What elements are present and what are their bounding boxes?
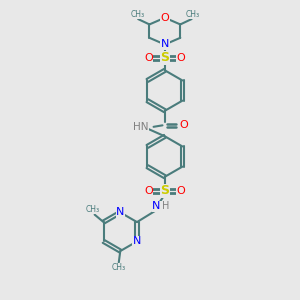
Text: CH₃: CH₃	[112, 263, 126, 272]
Text: O: O	[179, 120, 188, 130]
Text: O: O	[144, 53, 153, 63]
Text: S: S	[160, 51, 169, 64]
Text: CH₃: CH₃	[185, 10, 199, 19]
Text: O: O	[160, 13, 169, 23]
Text: O: O	[177, 186, 186, 196]
Text: CH₃: CH₃	[86, 205, 100, 214]
Text: N: N	[133, 236, 141, 246]
Text: N: N	[152, 201, 161, 211]
Text: CH₃: CH₃	[130, 10, 145, 19]
Text: S: S	[160, 184, 169, 197]
Text: O: O	[177, 53, 186, 63]
Text: H: H	[162, 201, 169, 211]
Text: HN: HN	[133, 122, 149, 132]
Text: O: O	[144, 186, 153, 196]
Text: N: N	[116, 207, 124, 218]
Text: N: N	[161, 40, 169, 50]
